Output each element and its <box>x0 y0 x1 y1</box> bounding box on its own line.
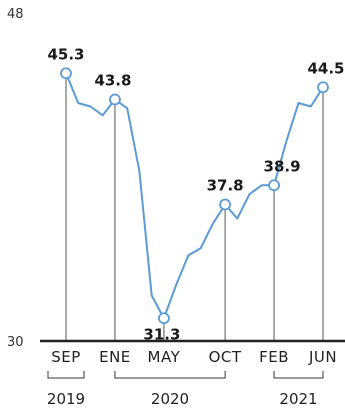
year-bracket <box>273 371 324 379</box>
year-label: 2020 <box>151 390 189 408</box>
data-point-marker <box>219 198 231 211</box>
year-bracket <box>114 371 226 379</box>
data-point-marker <box>60 67 72 80</box>
data-label: 44.5 <box>307 59 344 77</box>
x-tick-label: ENE <box>99 348 131 366</box>
y-tick-label: 48 <box>7 7 24 22</box>
data-label: 37.8 <box>207 177 244 195</box>
series-line <box>65 72 324 320</box>
x-tick-label: FEB <box>259 348 289 366</box>
data-point-marker <box>317 81 329 94</box>
x-tick-label: SEP <box>51 348 81 366</box>
data-point-marker <box>109 93 121 106</box>
data-label: 31.3 <box>143 325 180 343</box>
year-label: 2021 <box>279 390 317 408</box>
x-tick-label: OCT <box>209 348 242 366</box>
x-tick-label: MAY <box>148 348 181 366</box>
data-label: 43.8 <box>94 72 131 90</box>
year-label: 2019 <box>47 390 85 408</box>
data-point-marker <box>268 179 280 192</box>
x-tick-label: JUN <box>308 348 337 366</box>
data-label: 38.9 <box>264 157 301 175</box>
data-label: 45.3 <box>47 45 84 63</box>
y-tick-label: 30 <box>7 335 24 350</box>
year-bracket <box>47 371 85 379</box>
data-point-marker <box>158 312 170 325</box>
